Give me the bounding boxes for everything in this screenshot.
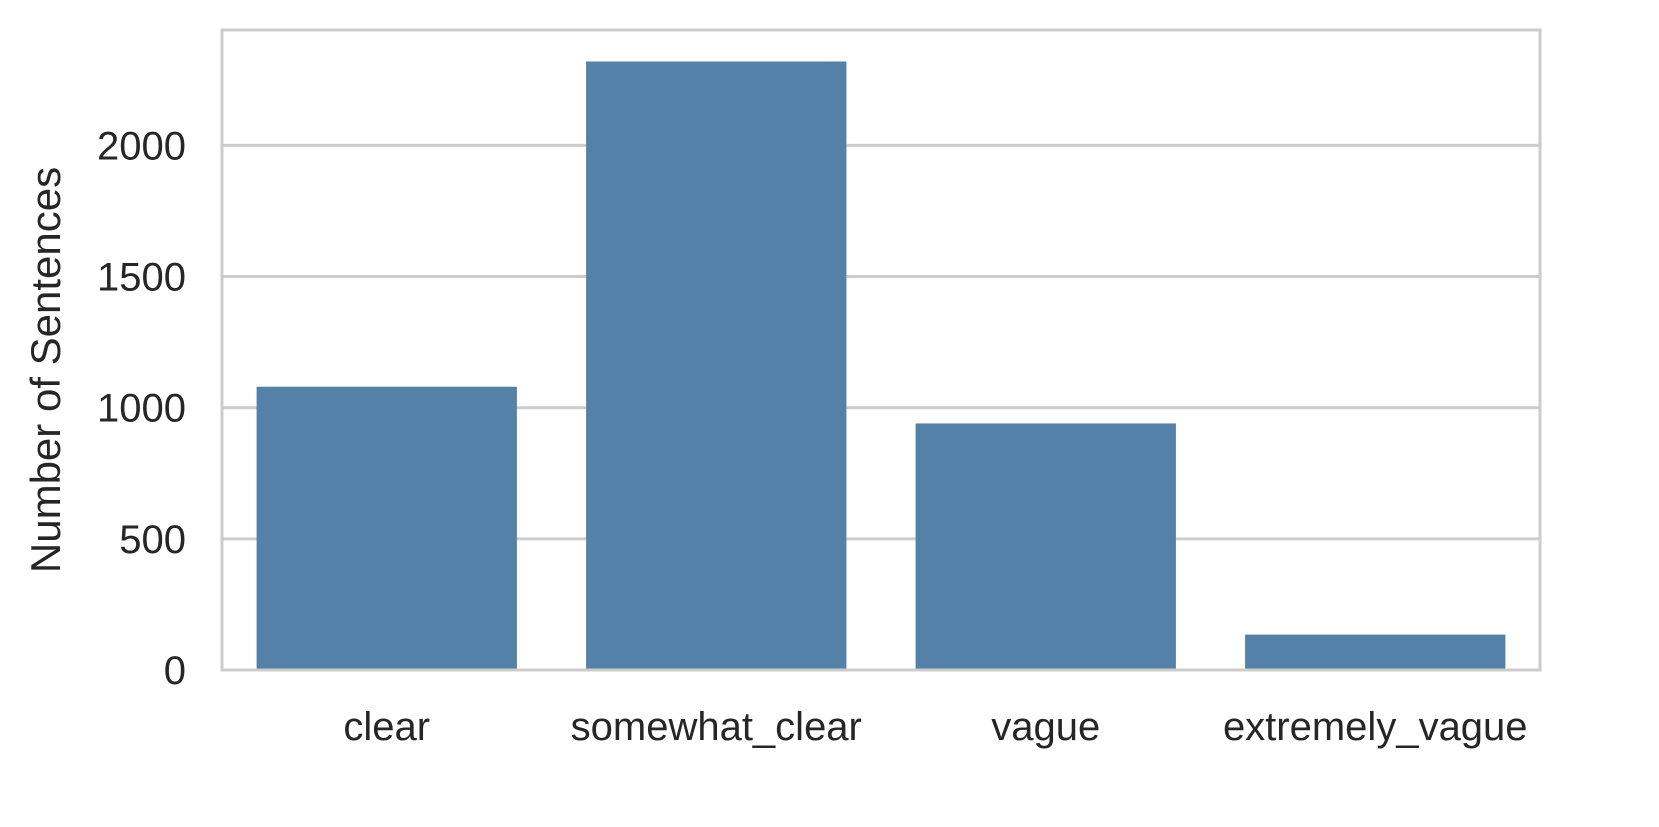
x-tick-label: vague bbox=[991, 705, 1100, 749]
y-tick-label: 500 bbox=[119, 518, 186, 562]
y-axis-label: Number of Sentences bbox=[22, 167, 69, 573]
x-tick-label: clear bbox=[343, 705, 430, 749]
y-tick-label: 1500 bbox=[97, 256, 186, 300]
bar-extremely-vague bbox=[1245, 634, 1506, 670]
bar-somewhat-clear bbox=[586, 61, 847, 671]
y-tick-label: 2000 bbox=[97, 124, 186, 168]
bar-clear bbox=[256, 386, 517, 670]
bars bbox=[256, 61, 1506, 671]
x-tick-labels: clear somewhat_clear vague extremely_vague bbox=[343, 705, 1527, 749]
y-tick-label: 1000 bbox=[97, 387, 186, 431]
y-tick-label: 0 bbox=[164, 649, 186, 693]
x-tick-label: somewhat_clear bbox=[571, 705, 862, 749]
plot-frame bbox=[220, 28, 1542, 672]
x-tick-label: extremely_vague bbox=[1223, 705, 1528, 749]
y-tick-labels: 0 500 1000 1500 2000 bbox=[97, 124, 186, 693]
bar-vague bbox=[915, 423, 1176, 670]
